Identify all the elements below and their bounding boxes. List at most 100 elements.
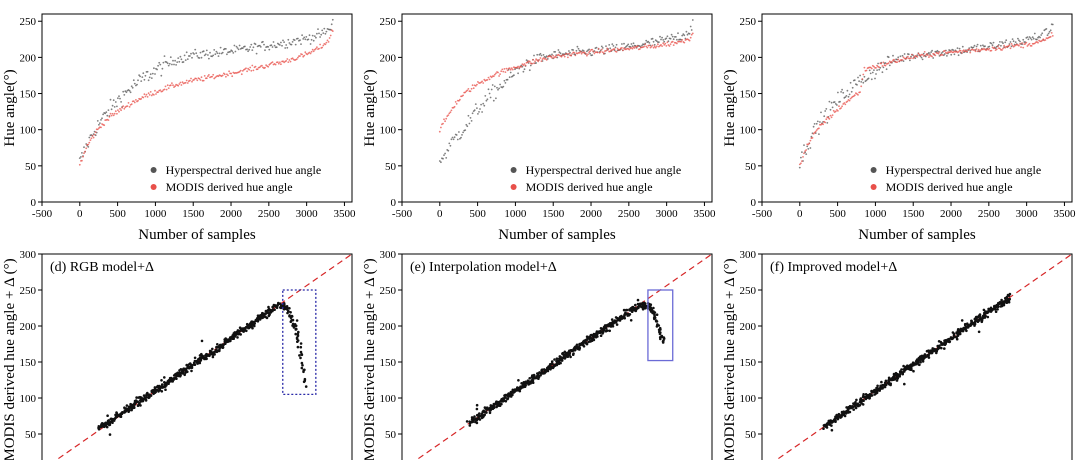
data-point (832, 109, 835, 112)
data-point (1040, 34, 1043, 36)
data-point (506, 397, 510, 400)
data-point (550, 55, 552, 58)
data-point (690, 29, 693, 31)
data-point (151, 72, 154, 75)
data-point (492, 402, 496, 406)
data-point (448, 112, 451, 115)
data-point (158, 61, 161, 64)
data-point (212, 73, 215, 76)
data-point (255, 52, 258, 55)
data-point (974, 50, 977, 53)
data-point (992, 41, 995, 44)
data-point (482, 102, 485, 105)
data-point (211, 355, 215, 359)
data-point (112, 99, 115, 102)
data-point (323, 27, 326, 30)
data-point (109, 112, 112, 115)
data-point (172, 377, 175, 381)
data-point (870, 78, 873, 81)
data-point (517, 72, 519, 75)
data-point (484, 95, 487, 97)
data-point (111, 104, 114, 107)
data-point (504, 71, 507, 73)
data-point (900, 368, 903, 371)
data-point (633, 47, 636, 49)
data-point (552, 54, 554, 57)
data-point (955, 337, 959, 341)
data-point (120, 109, 122, 112)
data-point (826, 122, 829, 124)
data-point (975, 319, 978, 323)
x-tick-label: -500 (392, 208, 413, 220)
data-point (601, 332, 604, 335)
data-point (947, 338, 950, 342)
data-point (876, 384, 879, 388)
data-point (588, 51, 590, 54)
data-point (80, 156, 82, 158)
data-point (492, 99, 495, 102)
data-point (540, 60, 543, 63)
data-point (824, 110, 827, 112)
data-point (801, 160, 803, 163)
data-point (907, 53, 910, 56)
data-point (1028, 36, 1031, 38)
data-point (268, 48, 271, 51)
y-axis-label: Hue angle(°) (722, 69, 738, 146)
data-point (1002, 42, 1004, 45)
data-point (523, 63, 526, 65)
data-point (148, 76, 151, 79)
data-point (565, 53, 568, 55)
data-point (1007, 299, 1011, 302)
data-point (207, 54, 209, 56)
data-point (251, 49, 254, 51)
data-point (629, 319, 633, 322)
data-point (672, 38, 675, 41)
legend-label: Hyperspectral derived hue angle (166, 163, 322, 177)
data-point (231, 50, 234, 53)
data-point (501, 68, 504, 71)
data-point (88, 141, 91, 144)
data-point (231, 75, 234, 78)
data-point (186, 370, 189, 374)
data-point (818, 127, 820, 130)
data-point (180, 370, 184, 373)
data-point (844, 103, 847, 106)
data-point (285, 60, 288, 62)
data-point (833, 101, 836, 103)
data-point (183, 54, 186, 57)
data-point (990, 49, 993, 52)
data-point (147, 395, 151, 399)
data-point (195, 359, 199, 363)
y-tick-label: 100 (380, 393, 397, 405)
legend-label: MODIS derived hue angle (526, 180, 653, 194)
data-point (615, 51, 618, 53)
data-point (167, 64, 170, 67)
data-point (475, 407, 479, 411)
data-point (648, 44, 651, 47)
data-point (282, 39, 284, 42)
data-point (327, 41, 330, 43)
data-point (246, 70, 249, 73)
data-point (585, 342, 588, 346)
data-point (262, 312, 266, 316)
legend-marker (150, 184, 157, 190)
data-point (116, 112, 118, 115)
data-point (1041, 39, 1044, 42)
data-point (948, 340, 951, 344)
data-point (554, 51, 557, 53)
data-point (127, 409, 131, 412)
data-point (482, 82, 485, 84)
data-point (859, 74, 861, 77)
data-point (524, 64, 527, 67)
data-point (140, 80, 143, 82)
data-point (921, 58, 924, 61)
data-point (196, 362, 199, 365)
data-point (802, 156, 804, 158)
data-point (489, 404, 493, 407)
data-point (208, 74, 210, 76)
data-point (283, 41, 285, 43)
data-point (145, 395, 149, 399)
data-point (985, 49, 987, 52)
data-point (191, 80, 193, 83)
